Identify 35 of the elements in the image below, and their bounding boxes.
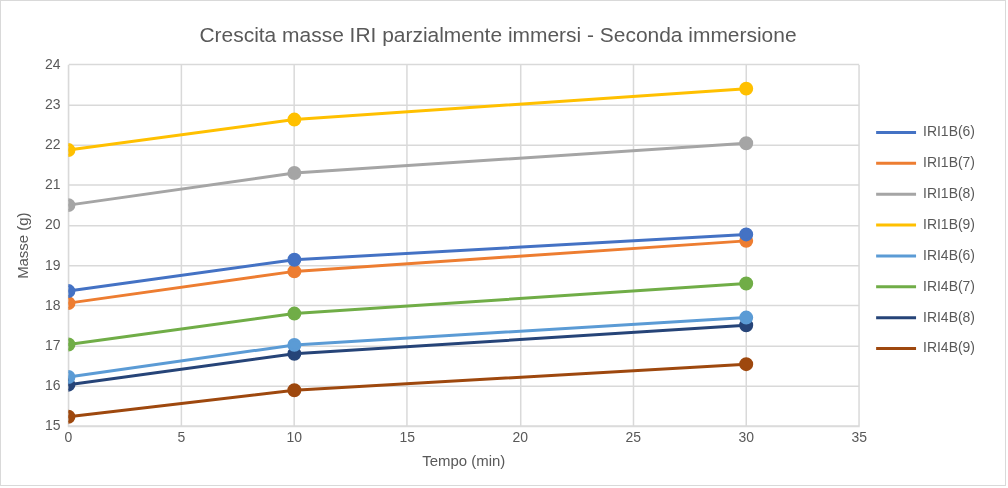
- legend-label: IRI1B(9): [923, 215, 975, 232]
- x-tick-label: 30: [738, 428, 755, 445]
- point: [739, 81, 754, 96]
- y-tick-label: 19: [44, 256, 61, 273]
- y-tick-label: 24: [44, 55, 61, 72]
- legend-label: IRI1B(7): [923, 154, 975, 171]
- x-tick-label: 0: [64, 428, 73, 445]
- x-axis-title: Tempo (min): [422, 452, 506, 470]
- legend-label: IRI1B(8): [923, 185, 975, 202]
- point: [739, 310, 754, 325]
- legend-label: IRI4B(6): [923, 246, 975, 263]
- x-tick-label: 20: [512, 428, 529, 445]
- point: [739, 227, 754, 242]
- legend-label: IRI4B(9): [923, 339, 975, 356]
- chart-title: Crescita masse IRI parzialmente immersi - Seconda immersione: [199, 23, 797, 47]
- x-tick-label: 35: [851, 428, 868, 445]
- x-tick-label: 5: [177, 428, 186, 445]
- x-tick-label: 10: [286, 428, 303, 445]
- x-tick-label: 25: [625, 428, 642, 445]
- y-tick-label: 21: [44, 176, 61, 193]
- y-tick-label: 20: [44, 216, 61, 233]
- y-tick-label: 16: [44, 377, 61, 394]
- y-axis-title: Masse (g): [14, 212, 32, 279]
- point: [739, 136, 754, 151]
- legend-label: IRI4B(8): [923, 308, 975, 325]
- y-tick-label: 17: [44, 336, 61, 353]
- x-tick-label: 15: [399, 428, 416, 445]
- legend-label: IRI4B(7): [923, 277, 975, 294]
- point: [739, 357, 754, 372]
- point: [739, 276, 754, 291]
- y-tick-label: 15: [44, 417, 61, 434]
- y-tick-label: 22: [44, 136, 61, 153]
- y-tick-label: 23: [44, 95, 61, 112]
- legend-label: IRI1B(6): [923, 123, 975, 140]
- y-tick-label: 18: [44, 296, 61, 313]
